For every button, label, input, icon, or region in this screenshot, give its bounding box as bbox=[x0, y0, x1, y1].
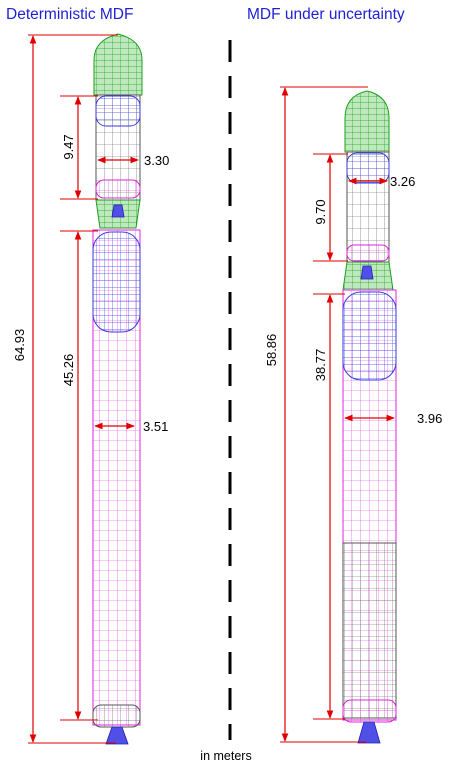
upper-stage-tank-right bbox=[346, 152, 390, 184]
units-label: in meters bbox=[200, 749, 251, 763]
lower-stage-length-left: 45.26 bbox=[61, 354, 76, 387]
fairing-left bbox=[93, 33, 143, 96]
lower-stage-length-right: 38.77 bbox=[313, 349, 328, 382]
title-mdf-under-uncertainty: MDF under uncertainty bbox=[247, 6, 405, 23]
total-length-left: 64.93 bbox=[12, 329, 27, 362]
upper-stage-tank-left bbox=[95, 95, 141, 127]
rocket-deterministic: 64.93 9.47 3.30 45.26 3.51 bbox=[12, 33, 169, 745]
upper-stage-lower-tank-right bbox=[346, 244, 390, 262]
lower-stage-aft-right bbox=[342, 699, 397, 723]
lower-stage-tank-right bbox=[342, 291, 397, 381]
upper-stage-length-right: 9.70 bbox=[313, 199, 328, 224]
rocket-uncertainty: 58.86 9.70 3.26 38.77 3.96 bbox=[264, 86, 442, 744]
main-nozzle-right bbox=[357, 721, 381, 744]
upper-nozzle-right bbox=[360, 265, 374, 280]
upper-stage-length-left: 9.47 bbox=[61, 134, 76, 159]
upper-nozzle-left bbox=[111, 204, 125, 218]
total-length-right: 58.86 bbox=[264, 334, 279, 367]
upper-stage-diameter-right: 3.26 bbox=[390, 174, 415, 189]
lower-stage-aft-left bbox=[92, 704, 141, 728]
fairing-right bbox=[344, 90, 390, 153]
main-nozzle-left bbox=[105, 726, 129, 745]
lower-stage-diameter-right: 3.96 bbox=[417, 411, 442, 426]
title-deterministic-mdf: Deterministic MDF bbox=[6, 6, 134, 23]
lower-stage-diameter-left: 3.51 bbox=[143, 419, 168, 434]
lower-stage-lower-section-right bbox=[342, 542, 397, 719]
upper-stage-lower-tank-left bbox=[95, 179, 141, 199]
upper-stage-diameter-left: 3.30 bbox=[144, 153, 169, 168]
lower-stage-tank-left bbox=[92, 231, 141, 333]
